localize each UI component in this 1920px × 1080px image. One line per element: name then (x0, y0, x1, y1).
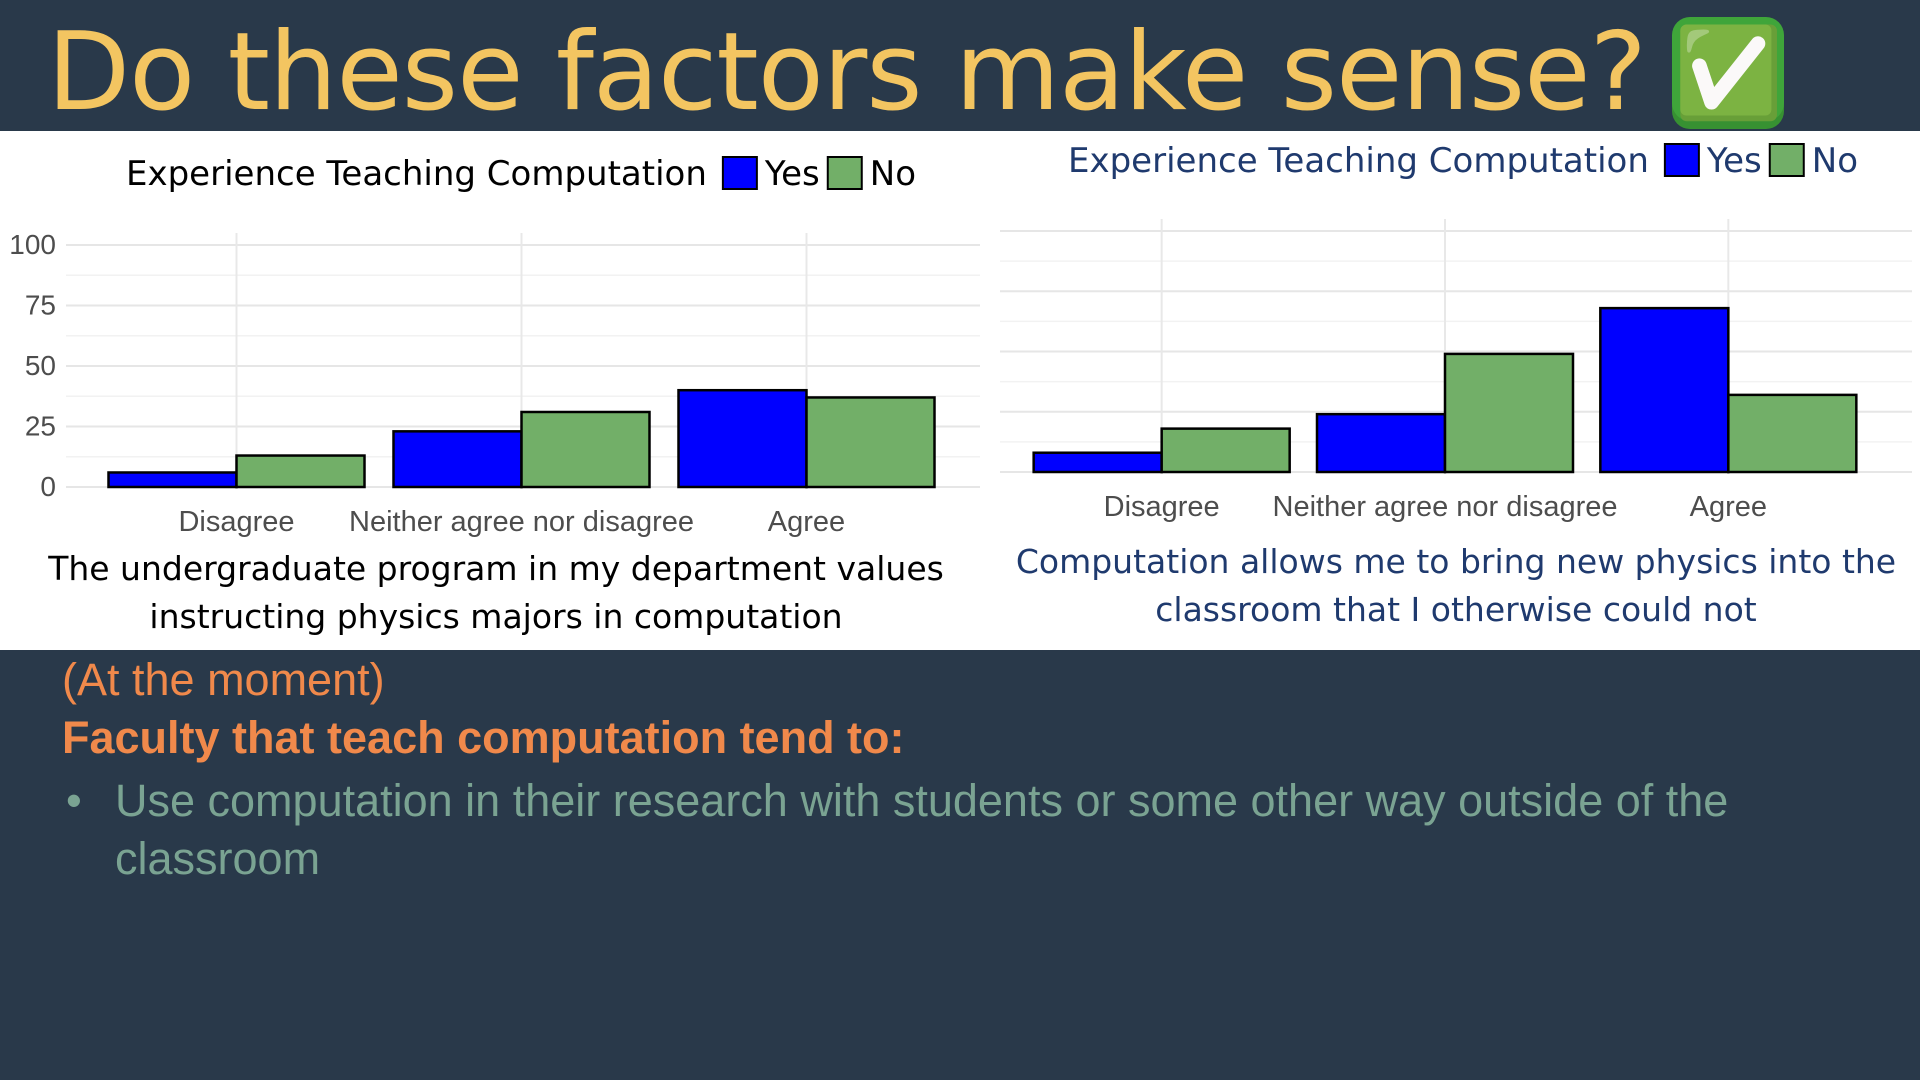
left-chart-bar-no (520, 410, 651, 489)
right-chart-xtick-label: Disagree (1104, 491, 1220, 523)
right-chart-bar-yes (1032, 451, 1163, 474)
chart-right: Disagree Neither agree nor disagree Agree E… (992, 131, 1920, 650)
chart-left: 0 25 50 75 100 Disagree Neither agree nor disa… (0, 131, 992, 650)
left-chart-legend-label-no: No (870, 154, 916, 194)
left-chart-legend-title: Experience Teaching Computation (126, 154, 707, 194)
left-chart-bar-yes (392, 430, 523, 489)
left-chart-ytick-label: 25 (25, 411, 56, 442)
right-chart-bar-yes (1315, 412, 1447, 474)
right-chart-bar-no (1160, 427, 1291, 474)
left-chart-xtick-label: Neither agree nor disagree (349, 506, 694, 538)
left-chart-legend-key-no (826, 156, 863, 190)
chart-left-caption: The undergraduate program in my departme… (48, 549, 944, 636)
right-chart-bar-no (1727, 393, 1858, 474)
left-chart-xtick-label: Agree (768, 506, 845, 538)
left-chart-bar-no (805, 396, 936, 489)
check-mark-glyph: ✅ (1673, 21, 1784, 124)
chart-right-caption: Computation allows me to bring new physi… (1015, 542, 1897, 629)
right-chart-bar-no (1443, 352, 1575, 474)
right-chart-xtick-label: Neither agree nor disagree (1273, 491, 1618, 523)
right-chart-bar-yes (1599, 306, 1730, 474)
slide-title: Do these factors make sense? ✅ (47, 4, 1784, 142)
right-chart-legend-title: Experience Teaching Computation (1068, 141, 1649, 181)
left-chart-xtick-label: Disagree (178, 506, 294, 538)
right-chart-legend-label-yes: Yes (1706, 141, 1762, 181)
left-chart-bar-yes (107, 471, 238, 489)
bullet-item: • Use computation in their research with… (62, 772, 1862, 888)
left-chart-legend-label-yes: Yes (764, 154, 820, 194)
chart-right-svg: Disagree Neither agree nor disagree Agree E… (1000, 141, 1912, 523)
faculty-heading: Faculty that teach computation tend to: (62, 712, 905, 763)
slide-title-text: Do these factors make sense? (47, 10, 1647, 135)
right-chart-legend-label-no: No (1812, 141, 1858, 181)
right-chart-legend-key-yes (1663, 143, 1700, 177)
right-chart-legend-key-no (1768, 143, 1805, 177)
left-chart-bar-yes (677, 388, 808, 489)
right-chart-xtick-label: Agree (1690, 491, 1767, 523)
left-chart-legend-key-yes (721, 156, 758, 190)
check-mark-icon: ✅ (1671, 17, 1784, 129)
chart-left-svg: 0 25 50 75 100 Disagree Neither agree nor disa… (9, 154, 980, 538)
left-chart-ytick-label: 0 (40, 471, 56, 502)
left-chart-ytick-label: 75 (25, 290, 56, 321)
at-the-moment-note: (At the moment) (62, 654, 385, 705)
left-chart-ytick-label: 50 (25, 350, 56, 381)
left-chart-ytick-label: 100 (9, 229, 56, 260)
bullet-item-text: Use computation in their research with s… (115, 775, 1729, 884)
bullet-dot-icon: • (66, 775, 82, 826)
left-chart-bar-no (235, 454, 366, 489)
slide-notes: (At the moment) Faculty that teach compu… (62, 652, 1862, 888)
